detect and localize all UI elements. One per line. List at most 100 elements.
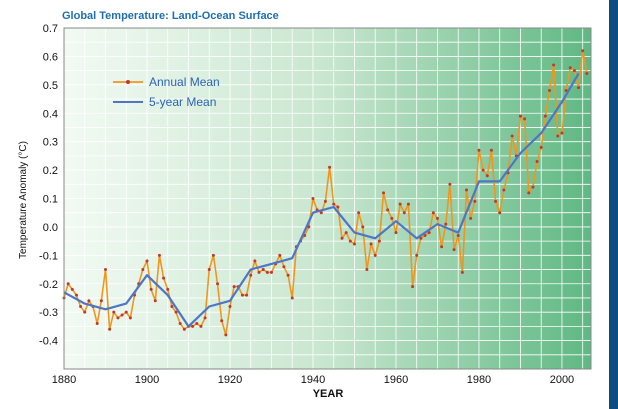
- annual-mean-point: [552, 63, 556, 67]
- x-tick-label: 1900: [135, 374, 159, 386]
- annual-mean-point: [465, 188, 469, 192]
- annual-mean-point: [286, 273, 290, 277]
- annual-mean-point: [373, 253, 377, 257]
- annual-mean-point: [419, 236, 423, 240]
- annual-mean-point: [568, 66, 572, 70]
- y-tick-label: -0.3: [39, 307, 58, 319]
- five-year-mean-series: [63, 72, 580, 328]
- annual-mean-point: [394, 231, 398, 235]
- x-tick-label: 2000: [550, 374, 574, 386]
- grid-lines: [64, 28, 591, 369]
- y-tick-label: 0.1: [43, 194, 58, 206]
- y-tick-label: 0.4: [43, 108, 58, 120]
- annual-mean-point: [95, 322, 99, 326]
- annual-mean-point: [485, 174, 489, 178]
- annual-mean-point: [402, 211, 406, 215]
- annual-mean-point: [166, 287, 170, 291]
- annual-mean-point: [178, 322, 182, 326]
- annual-mean-point: [344, 231, 348, 235]
- annual-mean-point: [535, 160, 539, 164]
- annual-mean-point: [336, 205, 340, 209]
- annual-mean-point: [390, 216, 394, 220]
- annual-mean-point: [398, 202, 402, 206]
- chart-title: Global Temperature: Land-Ocean Surface: [62, 10, 279, 22]
- annual-mean-point: [423, 233, 427, 237]
- annual-mean-point: [369, 242, 373, 246]
- annual-mean-point: [228, 304, 232, 308]
- annual-mean-point: [240, 293, 244, 297]
- annual-mean-point: [141, 268, 145, 272]
- y-tick-label: 0.2: [43, 165, 58, 177]
- annual-mean-point: [282, 265, 286, 269]
- annual-mean-point: [427, 231, 431, 235]
- annual-mean-point: [191, 324, 195, 328]
- annual-mean-point: [261, 268, 265, 272]
- annual-mean-point: [70, 287, 74, 291]
- x-tick-label: 1940: [301, 374, 325, 386]
- annual-mean-point: [170, 304, 174, 308]
- x-tick-label: 1880: [52, 374, 76, 386]
- annual-mean-point: [145, 259, 149, 263]
- annual-mean-point: [502, 188, 506, 192]
- annual-mean-point: [66, 282, 70, 286]
- annual-mean-point: [120, 313, 124, 317]
- y-tick-label: -0.2: [39, 279, 58, 291]
- x-tick-label: 1920: [218, 374, 242, 386]
- annual-mean-point: [220, 319, 224, 323]
- annual-mean-point: [456, 233, 460, 237]
- x-tick-label: 1960: [384, 374, 408, 386]
- annual-mean-point: [510, 134, 514, 138]
- annual-mean-point: [216, 282, 220, 286]
- legend: Annual Mean 5-year Mean: [113, 75, 220, 109]
- annual-mean-point: [311, 197, 315, 200]
- annual-mean-point: [103, 268, 107, 272]
- annual-mean-point: [556, 134, 560, 138]
- annual-mean-point: [245, 293, 249, 297]
- annual-mean-point: [269, 270, 273, 274]
- annual-mean-point: [249, 273, 253, 277]
- x-axis-title: YEAR: [313, 388, 344, 400]
- annual-mean-point: [207, 268, 211, 272]
- annual-mean-point: [460, 270, 464, 274]
- annual-mean-point: [319, 211, 323, 215]
- five-year-mean-line: [63, 72, 580, 328]
- annual-mean-point: [87, 299, 91, 303]
- annual-mean-point: [112, 310, 116, 314]
- annual-mean-point: [377, 239, 381, 243]
- annual-mean-point: [340, 236, 344, 240]
- legend-five-year-label: 5-year Mean: [149, 95, 216, 109]
- annual-mean-point: [564, 89, 568, 93]
- y-tick-label: 0.7: [43, 23, 58, 35]
- annual-mean-point: [224, 333, 228, 337]
- annual-mean-point: [531, 185, 535, 189]
- annual-mean-point: [406, 202, 410, 206]
- annual-mean-point: [365, 268, 369, 272]
- annual-mean-point: [431, 211, 435, 215]
- annual-mean-point: [203, 316, 207, 320]
- annual-mean-point: [257, 270, 261, 274]
- annual-mean-point: [411, 285, 415, 289]
- annual-mean-point: [469, 216, 473, 220]
- annual-mean-point: [560, 131, 564, 135]
- annual-mean-point: [518, 114, 522, 118]
- plot-frame: [63, 27, 592, 370]
- annual-mean-point: [382, 191, 386, 195]
- annual-mean-point: [498, 211, 502, 215]
- annual-mean-point: [435, 216, 439, 220]
- annual-mean-point: [473, 199, 477, 203]
- annual-mean-point: [572, 69, 576, 73]
- annual-mean-point: [253, 259, 257, 263]
- annual-mean-point: [440, 245, 444, 249]
- annual-mean-point: [585, 71, 589, 75]
- annual-mean-point: [162, 276, 166, 280]
- page-edge-band: [609, 0, 618, 409]
- annual-mean-point: [452, 248, 456, 252]
- annual-mean-point: [174, 310, 178, 314]
- annual-mean-point: [307, 225, 311, 229]
- annual-mean-point: [83, 310, 87, 314]
- annual-mean-point: [348, 239, 352, 243]
- annual-mean-point: [444, 222, 448, 226]
- annual-mean-point: [290, 296, 294, 300]
- legend-annual-marker: [126, 80, 130, 84]
- annual-mean-point: [477, 148, 481, 152]
